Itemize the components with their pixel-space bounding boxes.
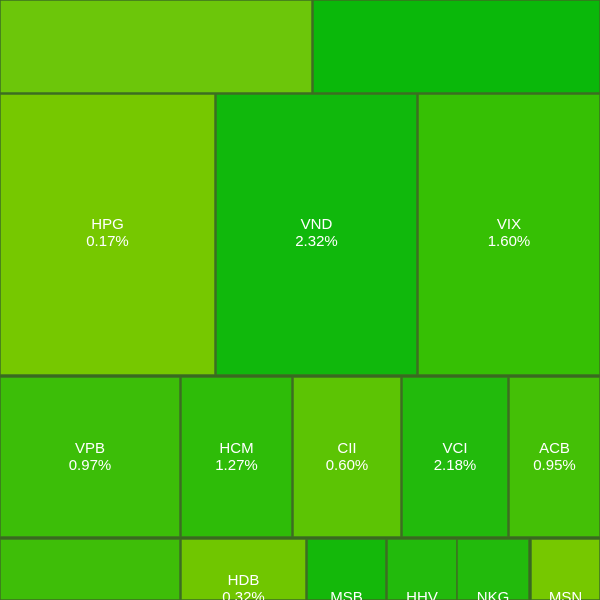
stock-tile[interactable] (508, 376, 600, 538)
stock-tile[interactable] (0, 376, 181, 538)
stock-tile[interactable] (401, 376, 509, 538)
ticker-label: VCI (442, 440, 467, 457)
change-label: 1.27% (215, 457, 258, 474)
stock-tile[interactable] (306, 538, 387, 600)
change-label: 2.18% (434, 457, 477, 474)
stock-tile[interactable] (180, 376, 293, 538)
ticker-label: HDB (228, 572, 260, 589)
stock-tile[interactable] (215, 93, 418, 376)
change-label: 0.97% (69, 457, 112, 474)
stock-tile[interactable] (456, 538, 530, 600)
change-label: 2.32% (295, 233, 338, 250)
stock-tile[interactable] (292, 376, 402, 538)
ticker-label: VND (301, 216, 333, 233)
ticker-label: CII (337, 440, 356, 457)
stock-tile[interactable] (417, 93, 600, 376)
ticker-label: MSN (549, 589, 582, 600)
stock-tile[interactable] (180, 538, 307, 600)
change-label: 0.32% (222, 589, 265, 600)
change-label: 0.60% (326, 457, 369, 474)
ticker-label: HCM (219, 440, 253, 457)
stock-tile[interactable] (530, 538, 600, 600)
stock-tile[interactable] (0, 0, 313, 94)
stock-tile[interactable] (0, 93, 216, 376)
ticker-label: NKG (477, 589, 510, 600)
change-label: 1.60% (488, 233, 531, 250)
change-label: 0.95% (533, 457, 576, 474)
ticker-label: HPG (91, 216, 124, 233)
ticker-label: VPB (75, 440, 105, 457)
ticker-label: HHV (406, 589, 438, 600)
ticker-label: ACB (539, 440, 570, 457)
change-label: 0.17% (86, 233, 129, 250)
ticker-label: MSB (330, 589, 363, 600)
stock-tile[interactable] (0, 538, 181, 600)
ticker-label: VIX (497, 216, 521, 233)
stock-tile[interactable] (312, 0, 600, 94)
